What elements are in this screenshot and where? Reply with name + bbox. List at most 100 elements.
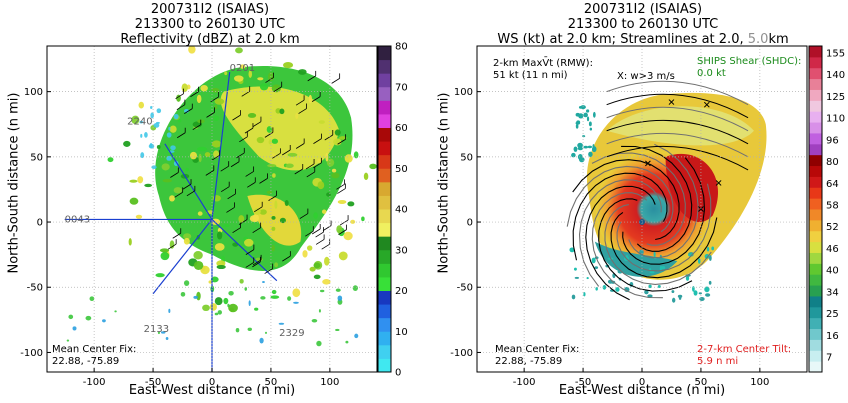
left-outer-cell [85,315,92,321]
left-wind-barb [205,165,215,176]
right-streamline [616,183,712,272]
left-wind-barb [337,183,346,194]
right-xtick-label-0: -100 [513,377,536,388]
left-outer-cell [228,290,234,296]
left-wind-barb [305,158,315,170]
right-outer-cell [708,280,712,285]
left-cell [271,244,275,252]
left-mean-center-label: Mean Center Fix: [52,344,137,355]
right-xtick-label-2: 0 [639,377,645,388]
left-cell [107,157,114,163]
left-outer-cell [160,331,166,334]
left-wind-barb-staff [273,86,282,93]
left-wind-barb [307,70,317,82]
right-ytick-label-3: 50 [460,152,473,163]
right-title-line3-suffix: km [768,32,789,47]
right-mean-center-value: 22.88, -75.89 [495,356,563,367]
right-west-cell [587,145,593,149]
left-cell [239,279,244,284]
left-wind-barb [174,187,184,198]
left-ytick-label-1: -50 [27,283,43,294]
left-wind-barb-staff [184,108,193,114]
left-wind-barb [306,166,316,178]
left-cell [287,152,298,157]
left-flight-label-3: 2133 [144,324,169,335]
left-cell [214,243,225,251]
left-cell [363,172,369,181]
left-outer-cell [244,287,248,291]
right-x-marker-b-0 [668,99,675,105]
tilt-label: 2-7-km Center Tilt: [697,344,792,355]
left-xtick-label-2: 0 [209,377,215,388]
left-wind-barb [273,81,283,93]
left-cell [313,262,321,269]
left-cell [279,217,286,224]
left-cell [238,215,245,223]
left-wind-barb-staff [172,232,181,239]
right-colorbar-tick-3: 34 [826,287,839,298]
right-colorbar-tick-12: 125 [826,92,845,103]
left-cell [248,70,253,78]
left-wind-barb [272,148,281,159]
left-cell [202,304,210,312]
right-outer-cell [711,246,715,251]
left-wind-barb-staff [252,121,262,128]
left-colorbar-band-21 [378,73,391,88]
left-outer-cell [260,296,266,300]
left-wind-barb-staff [186,190,196,197]
left-cyan-cell [139,120,144,124]
left-cell [253,208,261,215]
left-wind-barb-staff [265,77,274,83]
max-wind-value: 51 kt (11 n mi) [493,70,568,81]
left-colorbar-band-2 [378,331,391,346]
left-cell [196,291,201,301]
right-colorbar-band-8 [809,274,822,286]
left-wind-barb [245,244,255,255]
right-west-cell [588,121,592,127]
right-colorbar-band-6 [809,295,822,308]
right-title-line1: 200731I2 (ISAIAS) [583,2,703,17]
right-streamline-outer [606,106,749,132]
left-cell [271,226,276,231]
left-outer-cell [193,295,198,299]
right-colorbar-band-29 [809,46,822,58]
left-wind-barb-staff [282,255,291,262]
left-xtick-label-1: -50 [145,377,161,388]
right-streamline [572,172,668,261]
right-colorbar-tick-2: 25 [826,309,839,320]
left-cell [228,303,238,313]
left-cell [189,151,198,160]
left-outer-cell [183,280,190,287]
left-cell [322,279,331,285]
left-wind-barb [211,150,221,161]
left-wind-barb-staff [252,259,262,266]
left-xtick-label-4: 100 [320,377,339,388]
right-colorbar-band-18 [809,165,822,177]
shear-annotation: SHIPS Shear (SHDC): 0.0 kt [697,56,801,80]
left-outer-cell [335,288,341,292]
right-ytick-label-4: 100 [454,87,473,98]
right-west-cell [577,142,583,148]
left-flight-label-4: 2329 [279,328,304,339]
right-colorbar-tick-0: 7 [826,353,832,364]
left-wind-barb-staff [315,239,325,245]
left-wind-barb [305,226,314,237]
left-wind-barb-staff [337,188,346,194]
left-wind-barb-staff [307,75,316,82]
left-colorbar-band-0 [378,358,391,373]
right-colorbar-band-5 [809,306,822,319]
right-colorbar-band-0 [809,361,822,373]
right-west-cell [586,109,590,113]
right-outer-cell [706,246,710,252]
left-outer-cell [68,314,74,320]
right-xtick-label-1: -50 [575,377,591,388]
left-wind-barb [241,86,251,97]
left-outer-cell [72,326,77,331]
left-flight-label-2: 0043 [65,214,90,225]
left-wind-barb-staff [311,228,321,235]
right-x-marker-b-1 [703,101,710,108]
left-wind-barb [282,145,291,156]
right-streamline [566,165,674,233]
right-colorbar-tick-11: 110 [826,114,845,125]
left-cyan-cell [140,152,145,159]
